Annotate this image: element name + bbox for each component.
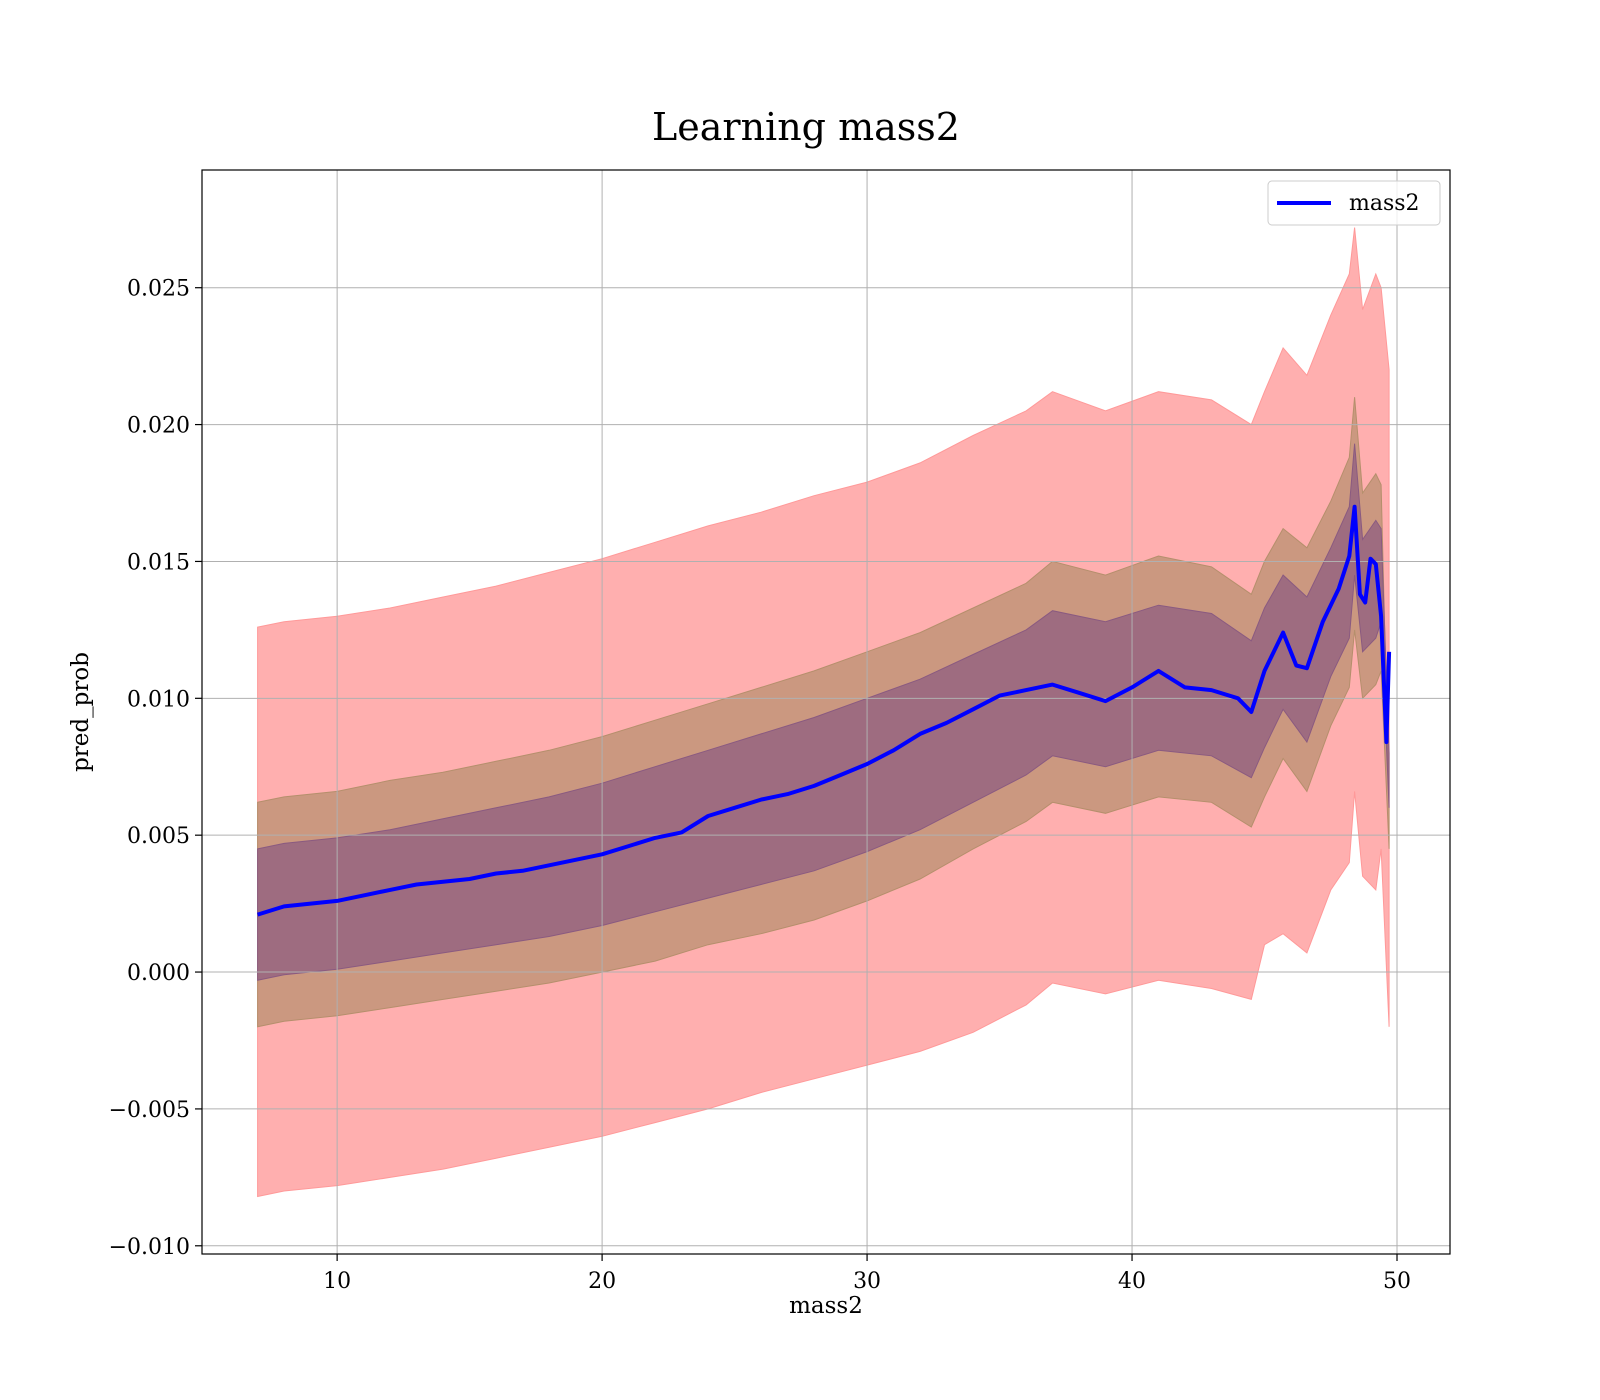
series-line-mass2 — [257, 504, 1392, 917]
y-tick-label-5: 0.015 — [127, 550, 190, 575]
y-tick-label-4: 0.010 — [127, 687, 190, 712]
band-2 — [257, 443, 1390, 981]
y-tick-label-0: −0.010 — [109, 1235, 190, 1260]
x-axis-label: mass2 — [789, 1293, 863, 1319]
legend-label-mass2: mass2 — [1349, 191, 1420, 216]
legend-box — [1267, 180, 1441, 226]
x-tick-label-2: 30 — [853, 1269, 881, 1294]
x-tick-label-3: 40 — [1118, 1269, 1146, 1294]
x-tick-label-4: 50 — [1383, 1269, 1411, 1294]
y-tick-label-2: 0.000 — [127, 961, 190, 986]
chart-title: Learning mass2 — [652, 105, 960, 149]
legend: mass2 — [1267, 180, 1441, 226]
x-tick-label-1: 20 — [588, 1269, 616, 1294]
y-axis-label: pred_prob — [68, 652, 94, 772]
y-tick-label-7: 0.025 — [127, 277, 190, 302]
y-tick-label-1: −0.005 — [109, 1098, 190, 1123]
plot-frame — [201, 169, 1451, 1255]
grid-layer — [202, 170, 1450, 1254]
series-layer — [257, 504, 1392, 917]
y-tick-label-3: 0.005 — [127, 824, 190, 849]
x-tick-label-0: 10 — [323, 1269, 351, 1294]
bands-layer — [257, 227, 1390, 1198]
ticks-layer: 10 20 30 40 50 −0.010 −0.005 0.000 0.005 0.010 0.0… — [109, 277, 1411, 1294]
y-tick-label-6: 0.020 — [127, 414, 190, 439]
